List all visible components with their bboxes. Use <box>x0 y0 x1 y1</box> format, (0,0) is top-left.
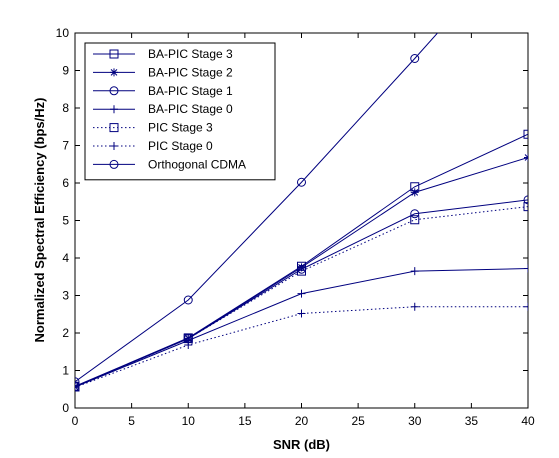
y-tick-label: 4 <box>62 251 69 265</box>
legend-entry: BA-PIC Stage 2 <box>93 65 233 79</box>
data-point <box>75 377 80 387</box>
legend-marker <box>110 142 118 150</box>
legend-box <box>84 42 276 181</box>
data-point <box>410 54 420 63</box>
data-point <box>410 267 419 276</box>
y-tick-label: 5 <box>62 214 69 228</box>
legend-label: BA-PIC Stage 2 <box>148 65 233 79</box>
data-point <box>184 341 193 349</box>
y-axis-label: Normalized Spectral Efficiency (bps/Hz) <box>32 98 47 343</box>
y-tick-label: 2 <box>62 326 69 340</box>
data-point <box>524 302 528 311</box>
legend: BA-PIC Stage 3 BA-PIC Stage 2 BA-PIC Stage… <box>84 42 276 181</box>
data-point <box>297 309 306 318</box>
x-tick-label: 35 <box>465 414 479 428</box>
axis-ticks: 0 5 10 15 20 25 30 35 40 0 1 2 3 4 5 6 7 8 9 10 <box>56 26 535 428</box>
legend-marker <box>109 123 119 133</box>
data-point <box>523 129 528 139</box>
data-point <box>523 202 528 212</box>
data-point <box>410 209 420 219</box>
y-tick-label: 3 <box>62 289 69 303</box>
data-point <box>75 383 79 392</box>
data-point <box>524 153 528 162</box>
x-tick-label: 40 <box>521 414 535 428</box>
y-tick-label: 9 <box>62 64 69 78</box>
legend-entry: BA-PIC Stage 3 <box>93 47 233 61</box>
legend-marker <box>109 159 119 169</box>
legend-label: PIC Stage 3 <box>148 121 213 135</box>
series-5 <box>75 302 528 392</box>
data-point <box>183 295 193 305</box>
legend-marker <box>110 105 118 114</box>
legend-label: BA-PIC Stage 3 <box>148 47 233 61</box>
x-tick-label: 25 <box>351 414 365 428</box>
x-tick-label: 20 <box>295 414 309 428</box>
x-tick-label: 10 <box>182 414 196 428</box>
y-tick-label: 0 <box>62 401 69 415</box>
data-point <box>297 177 306 187</box>
legend-marker <box>110 68 118 77</box>
y-tick-label: 7 <box>62 139 69 153</box>
data-point <box>523 195 528 205</box>
legend-entry: PIC Stage 3 <box>93 121 213 135</box>
x-tick-label: 15 <box>238 414 252 428</box>
legend-entry: Orthogonal CDMA <box>93 157 246 171</box>
legend-label: BA-PIC Stage 1 <box>148 84 233 98</box>
legend-label: BA-PIC Stage 0 <box>148 102 233 116</box>
legend-entry: PIC Stage 0 <box>93 139 213 153</box>
x-tick-label: 5 <box>128 414 135 428</box>
data-point <box>297 289 306 298</box>
legend-label: PIC Stage 0 <box>148 139 213 153</box>
series-line <box>75 33 439 383</box>
legend-entry: BA-PIC Stage 0 <box>93 102 233 116</box>
legend-label: Orthogonal CDMA <box>148 157 246 171</box>
data-point <box>410 302 419 311</box>
legend-marker <box>109 86 119 96</box>
series-line <box>75 206 528 388</box>
legend-marker <box>109 49 119 59</box>
series-layer <box>75 33 528 392</box>
x-tick-label: 30 <box>408 414 422 428</box>
y-tick-label: 10 <box>56 26 70 40</box>
x-tick-label: 0 <box>72 414 79 428</box>
data-point <box>410 188 419 197</box>
y-tick-label: 6 <box>62 176 69 190</box>
y-tick-label: 1 <box>62 364 69 378</box>
series-6 <box>75 33 439 387</box>
series-line <box>75 199 528 388</box>
y-tick-label: 8 <box>62 101 69 115</box>
data-point <box>410 215 420 225</box>
legend-entry: BA-PIC Stage 1 <box>93 84 233 98</box>
data-point <box>297 266 306 276</box>
data-point <box>524 264 528 273</box>
series-line <box>75 306 528 388</box>
x-axis-label: SNR (dB) <box>273 437 330 452</box>
